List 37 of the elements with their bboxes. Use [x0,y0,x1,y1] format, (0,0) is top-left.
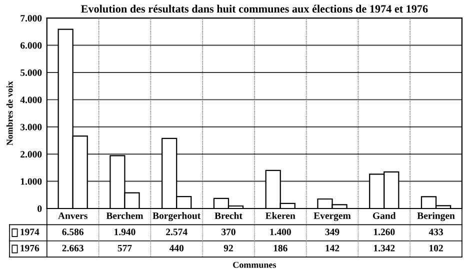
data-label: 142 [326,244,340,252]
data-label: 349 [325,228,340,236]
x-tick-label: Beringen [417,212,455,222]
data-label: 102 [430,244,443,252]
data-label: 186 [274,244,288,252]
chart-title: Evolution des résultats dans huit communes aux élections de 1974 et 1976 [81,4,428,13]
x-tick-label: Brecht [214,212,242,220]
x-tick-label: Borgerhout [152,212,201,222]
x-axis-title: Communes [233,262,276,268]
y-tick-label: 1.000 [20,178,42,185]
data-label: 370 [222,228,236,236]
y-axis-title: Nombres de voix [6,81,13,146]
y-tick-label: 0 [38,205,42,212]
data-label: 2.663 [62,244,84,252]
y-tick-label: 4.000 [20,96,42,104]
y-tick-label: 7.000 [20,14,42,22]
data-label: 92 [224,244,233,252]
y-tick-label: 3.000 [20,124,42,130]
legend-label: 1976 [20,244,40,252]
data-label: 1.342 [374,244,395,252]
y-tick-label: 5.000 [20,69,42,76]
x-tick-label: Evergem [314,212,351,221]
data-label: 1.940 [114,228,136,236]
data-label: 6.586 [62,228,84,236]
data-label: 2.574 [166,228,188,236]
data-label: 1.260 [374,228,395,236]
y-tick-label: 6.000 [20,42,42,49]
x-tick-label: Berchem [106,212,144,220]
x-tick-label: Ekeren [266,212,296,220]
x-tick-label: Gand [373,212,396,220]
data-label: 577 [118,244,132,252]
data-label: 1.400 [270,228,291,236]
x-tick-label: Anvers [58,212,88,220]
data-label: 433 [428,228,443,236]
legend-label: 1974 [20,228,40,236]
data-label: 440 [169,244,184,252]
y-tick-label: 2.000 [20,151,42,158]
